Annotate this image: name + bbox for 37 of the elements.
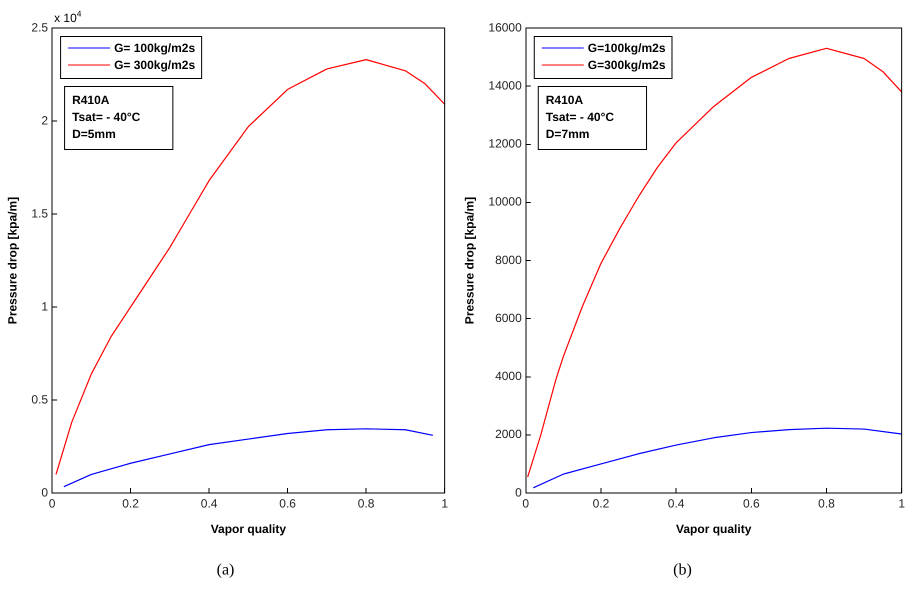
x-tick-label: 0.4 bbox=[200, 496, 218, 511]
y-tick-label: 1 bbox=[41, 299, 48, 314]
x-tick-label: 1 bbox=[441, 496, 448, 511]
legend-label: G=300kg/m2s bbox=[588, 58, 666, 72]
y-tick-label: 10000 bbox=[488, 194, 522, 209]
y-tick-label: 1.5 bbox=[31, 206, 48, 220]
y-tick-label: 4000 bbox=[495, 369, 522, 384]
legend-label: G=100kg/m2s bbox=[588, 41, 666, 55]
annotation: R410A Tsat= - 40°C D=5mm bbox=[72, 93, 141, 141]
x-tick-label: 1 bbox=[898, 496, 906, 511]
y-tick-label: 12000 bbox=[488, 136, 522, 151]
y-tick-label: 14000 bbox=[488, 78, 522, 92]
y-tick-label: 8000 bbox=[495, 252, 522, 267]
legend-label: G= 300kg/m2s bbox=[114, 58, 196, 72]
y-tick-label: 2.5 bbox=[31, 20, 48, 34]
x-axis-title: Vapor quality bbox=[676, 522, 752, 536]
y-tick-label: 0.5 bbox=[31, 392, 48, 406]
y-tick-label: 16000 bbox=[488, 20, 522, 34]
text: (a) bbox=[216, 562, 234, 579]
y-axis-title: Pressure drop [kpa/m] bbox=[6, 196, 20, 324]
x-tick-label: 0.6 bbox=[279, 496, 296, 511]
y-axis-title: Pressure drop [kpa/m] bbox=[462, 196, 477, 324]
y-tick-label: 0 bbox=[515, 485, 522, 500]
y-tick-label: 0 bbox=[41, 485, 48, 500]
y-tick-label: 2000 bbox=[495, 427, 522, 442]
y-tick-label: 6000 bbox=[495, 310, 522, 325]
x-tick-label: 0.2 bbox=[122, 496, 140, 511]
x-tick-label: 0.2 bbox=[592, 496, 610, 511]
x-tick-label: 0.6 bbox=[742, 496, 760, 511]
x-tick-label: 0.4 bbox=[668, 496, 685, 511]
x-tick-label: 0.8 bbox=[818, 496, 836, 511]
x-tick-label: 0.8 bbox=[358, 496, 375, 511]
y-tick-label: 2 bbox=[41, 113, 48, 128]
x-axis-title: Vapor quality bbox=[210, 522, 286, 536]
legend-label: G= 100kg/m2s bbox=[114, 41, 196, 55]
text: (b) bbox=[673, 562, 692, 579]
annotation: R410A Tsat= - 40°C D=7mm bbox=[546, 93, 614, 141]
